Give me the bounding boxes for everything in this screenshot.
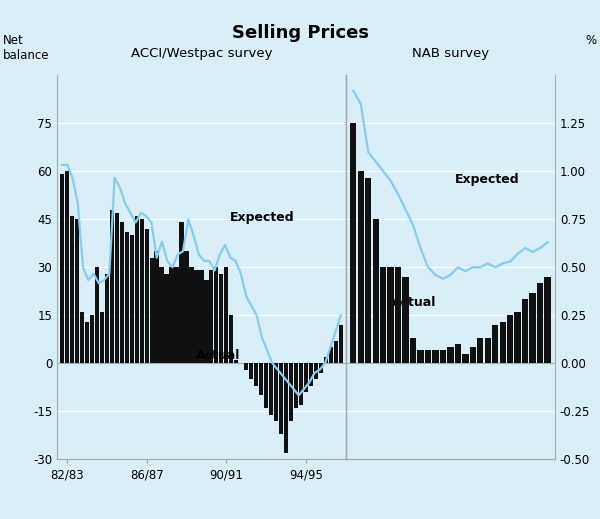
Bar	[234, 360, 238, 363]
Bar	[149, 257, 154, 363]
Bar	[329, 347, 333, 363]
Bar	[477, 338, 484, 363]
Bar	[447, 347, 454, 363]
Bar	[194, 270, 199, 363]
Bar	[373, 220, 379, 363]
Bar	[65, 171, 69, 363]
Bar	[314, 363, 318, 379]
Bar	[470, 347, 476, 363]
Bar	[244, 363, 248, 370]
Bar	[403, 277, 409, 363]
Bar	[433, 350, 439, 363]
Bar	[115, 213, 119, 363]
Bar	[324, 357, 328, 363]
Bar	[339, 325, 343, 363]
Text: Selling Prices: Selling Prices	[232, 23, 368, 42]
Bar	[264, 363, 268, 408]
Bar	[119, 223, 124, 363]
Bar	[160, 267, 164, 363]
Bar	[254, 363, 259, 386]
Bar	[350, 124, 356, 363]
Bar	[214, 267, 218, 363]
Bar	[380, 267, 386, 363]
Bar	[462, 354, 469, 363]
Text: Actual: Actual	[392, 296, 436, 309]
Bar	[179, 223, 184, 363]
Bar	[259, 363, 263, 395]
Bar	[249, 363, 253, 379]
Text: NAB survey: NAB survey	[412, 47, 489, 60]
Bar	[522, 299, 528, 363]
Bar	[358, 171, 364, 363]
Bar	[492, 325, 499, 363]
Text: Net
balance: Net balance	[3, 34, 49, 62]
Bar	[134, 216, 139, 363]
Bar	[289, 363, 293, 421]
Text: ACCI/Westpac survey: ACCI/Westpac survey	[131, 47, 272, 60]
Text: Expected: Expected	[455, 173, 519, 186]
Bar	[319, 363, 323, 373]
Bar	[100, 312, 104, 363]
Bar	[154, 251, 159, 363]
Bar	[418, 350, 424, 363]
Bar	[90, 316, 94, 363]
Bar	[145, 229, 149, 363]
Bar	[95, 267, 99, 363]
Bar	[219, 274, 223, 363]
Bar	[75, 220, 79, 363]
Bar	[85, 322, 89, 363]
Bar	[80, 312, 84, 363]
Bar	[125, 232, 129, 363]
Bar	[175, 267, 179, 363]
Bar	[485, 338, 491, 363]
Bar	[164, 274, 169, 363]
Bar	[544, 277, 551, 363]
Bar	[284, 363, 288, 453]
Text: Expected: Expected	[230, 211, 295, 224]
Bar	[514, 312, 521, 363]
Bar	[130, 235, 134, 363]
Bar	[425, 350, 431, 363]
Bar	[204, 280, 209, 363]
Bar	[140, 220, 144, 363]
Bar	[209, 270, 214, 363]
Bar	[269, 363, 273, 415]
Bar	[299, 363, 303, 405]
Bar	[229, 316, 233, 363]
Bar	[274, 363, 278, 421]
Bar	[507, 316, 514, 363]
Bar	[388, 267, 394, 363]
Bar	[455, 344, 461, 363]
Bar	[309, 363, 313, 386]
Bar	[395, 267, 401, 363]
Bar	[169, 267, 173, 363]
Bar	[537, 283, 543, 363]
Bar	[279, 363, 283, 434]
Bar	[60, 174, 64, 363]
Bar	[365, 177, 371, 363]
Bar	[224, 267, 229, 363]
Bar	[190, 267, 194, 363]
Bar	[199, 270, 203, 363]
Bar	[304, 363, 308, 392]
Bar	[70, 216, 74, 363]
Bar	[110, 210, 114, 363]
Bar	[334, 341, 338, 363]
Bar	[500, 322, 506, 363]
Text: Actual: Actual	[196, 349, 240, 362]
Bar	[410, 338, 416, 363]
Bar	[104, 274, 109, 363]
Bar	[294, 363, 298, 408]
Bar	[184, 251, 188, 363]
Text: %: %	[586, 34, 597, 47]
Bar	[529, 293, 536, 363]
Bar	[440, 350, 446, 363]
